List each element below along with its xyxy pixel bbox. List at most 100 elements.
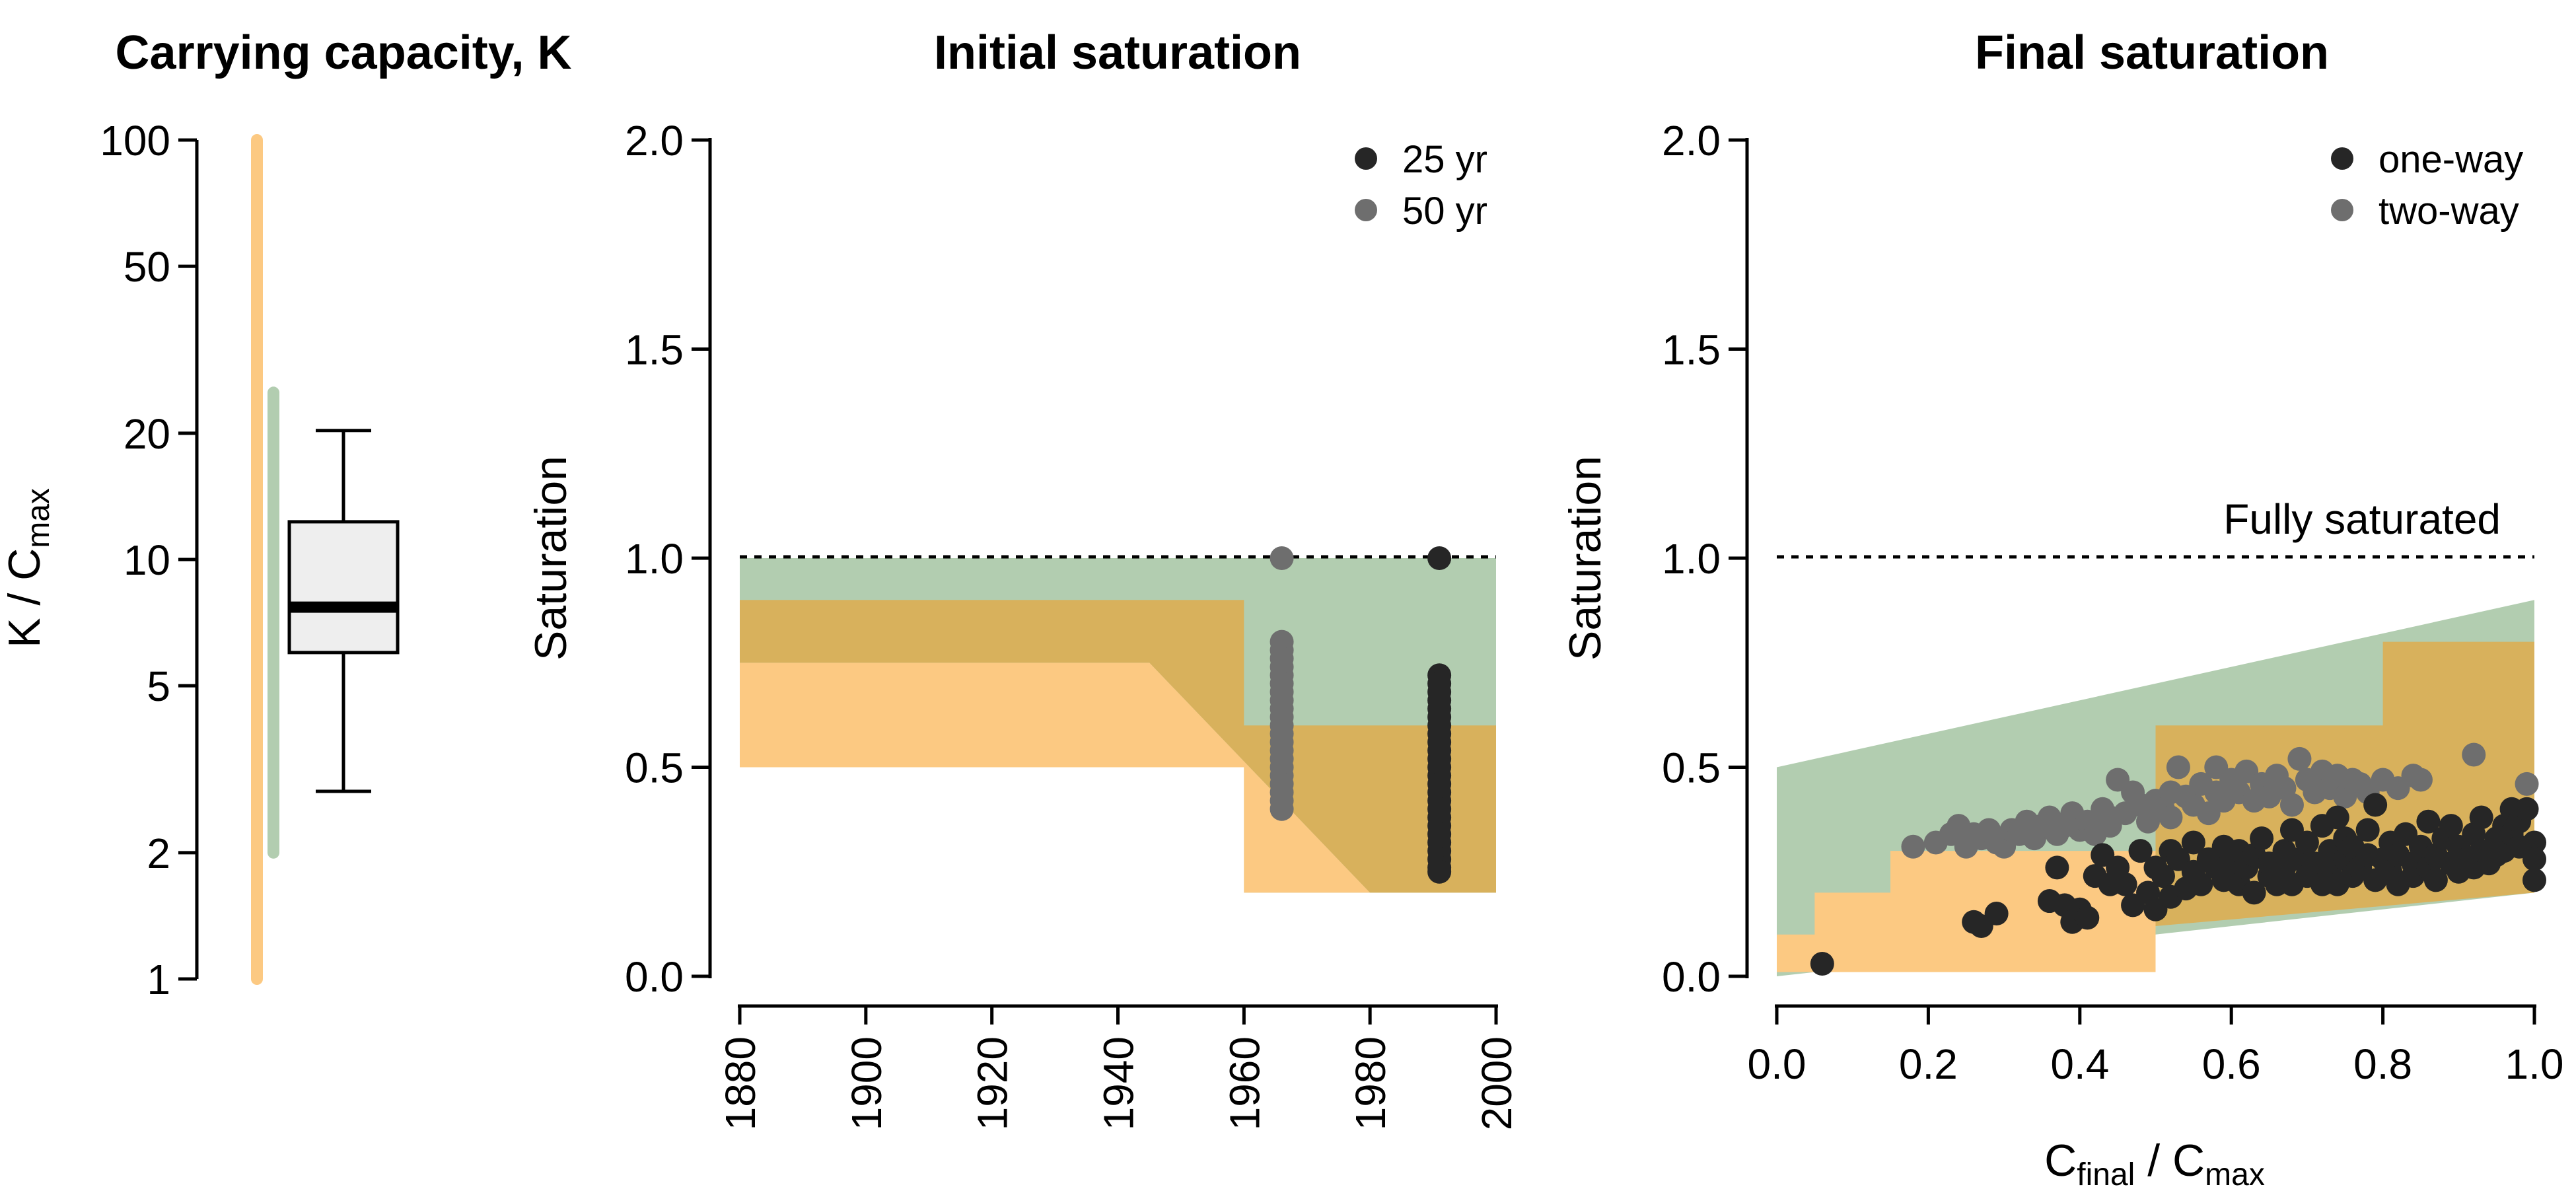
initial-ytick-label-1.0: 1.0 [625, 535, 684, 583]
legend-label-one-way: one-way [2379, 138, 2523, 181]
capacity-ytick-label-20: 20 [124, 410, 170, 458]
final-point-one-way-77 [2423, 868, 2448, 892]
final-point-two-way-51 [2287, 746, 2312, 771]
final-point-one-way-26 [2181, 830, 2205, 855]
final-xtick-label-0.2: 0.2 [1899, 1040, 1958, 1088]
fully-saturated-annotation: Fully saturated [2223, 495, 2501, 543]
capacity-ylabel: K / Cmax [0, 488, 56, 648]
final-point-one-way-0 [1810, 952, 1834, 976]
final-ytick-label-1.5: 1.5 [1662, 326, 1721, 374]
final-point-one-way-62 [2355, 818, 2380, 842]
capacity-ylabel-sub: max [21, 488, 56, 548]
final-point-two-way-0 [1901, 834, 1925, 859]
initial-ytick-label-0.5: 0.5 [625, 744, 684, 792]
final-point-two-way-64 [2408, 768, 2433, 792]
initial-xtick-label-1920: 1920 [969, 1036, 1017, 1130]
capacity-ytick-label-2: 2 [147, 830, 170, 877]
final-point-two-way-65 [2462, 742, 2486, 767]
initial-xtick-label-1880: 1880 [717, 1036, 764, 1130]
final-xtick-label-0.6: 0.6 [2202, 1040, 2261, 1088]
final-ytick-label-0.0: 0.0 [1662, 953, 1721, 1001]
final-ytick-label-1.0: 1.0 [1662, 535, 1721, 583]
initial-axes: 0.0 0.5 1.0 1.5 2.0 1880 1900 1920 1940 1960 1980 2… [625, 117, 1521, 1130]
legend-marker-50yr [1355, 199, 1377, 221]
final-region-orange-1 [1777, 851, 2156, 972]
initial-ylabel: Saturation [526, 456, 576, 661]
legend-marker-two-way [2331, 199, 2353, 221]
final-point-one-way-99 [2522, 847, 2546, 871]
final-point-two-way-66 [2515, 772, 2539, 796]
initial-ytick-label-0.0: 0.0 [625, 953, 684, 1001]
final-panel: Final saturation Fully saturated 0.0 0.5 1… [1560, 26, 2563, 1189]
final-point-one-way-5 [2045, 855, 2069, 880]
capacity-plot-marks [251, 134, 400, 985]
final-point-one-way-75 [2416, 809, 2441, 834]
final-point-one-way-38 [2250, 826, 2274, 851]
capacity-panel: Carrying capacity, K 1 2 5 10 20 50 100 K / Cm… [0, 26, 571, 1003]
final-point-one-way-64 [2363, 793, 2388, 817]
final-axes: 0.0 0.5 1.0 1.5 2.0 0.0 0.2 0.4 0.6 0.8 1.0 [1662, 117, 2563, 1088]
initial-xtick-label-1940: 1940 [1095, 1036, 1143, 1130]
final-point-one-way-9 [2075, 906, 2100, 930]
final-point-one-way-80 [2439, 814, 2463, 838]
final-point-two-way-33 [2159, 805, 2183, 830]
initial-point-50yr-21 [1270, 797, 1294, 821]
initial-region-orange-1 [740, 663, 1371, 893]
initial-point-25yr-0 [1427, 546, 1452, 570]
capacity-ytick-label-5: 5 [147, 663, 170, 710]
initial-point-25yr-25 [1427, 859, 1452, 884]
capacity-y-axis: 1 2 5 10 20 50 100 [100, 117, 199, 1003]
final-xtick-label-0.0: 0.0 [1748, 1040, 1807, 1088]
capacity-ytick-label-50: 50 [124, 243, 170, 291]
initial-shaded-regions [740, 558, 1496, 893]
final-point-two-way-34 [2166, 755, 2190, 779]
final-title: Final saturation [1975, 26, 2329, 79]
final-points [1810, 742, 2546, 976]
legend-marker-one-way [2331, 147, 2353, 170]
final-xlabel-b-sub: max [2205, 1157, 2265, 1189]
legend-label-25yr: 25 yr [1402, 138, 1487, 181]
final-point-one-way-48 [2295, 830, 2319, 855]
initial-title: Initial saturation [934, 26, 1301, 79]
final-xtick-label-0.8: 0.8 [2353, 1040, 2412, 1088]
final-point-one-way-36 [2242, 881, 2266, 905]
initial-legend: 25 yr 50 yr [1355, 138, 1487, 233]
final-point-one-way-3 [1984, 902, 2009, 926]
final-point-one-way-14 [2113, 872, 2137, 896]
final-ytick-label-2.0: 2.0 [1662, 117, 1721, 164]
final-point-one-way-27 [2189, 872, 2213, 896]
initial-ytick-label-2.0: 2.0 [625, 117, 684, 164]
initial-xtick-label-1960: 1960 [1221, 1036, 1268, 1130]
final-legend: one-way two-way [2331, 138, 2523, 233]
capacity-ytick-label-100: 100 [100, 117, 170, 164]
final-xlabel-b: / C [2135, 1135, 2205, 1186]
initial-point-50yr-0 [1270, 546, 1294, 570]
legend-label-two-way: two-way [2379, 190, 2519, 233]
final-ytick-label-0.5: 0.5 [1662, 744, 1721, 792]
initial-panel: Initial saturation 0.0 0.5 1.0 1.5 2.0 1880 19… [526, 26, 1521, 1130]
final-point-one-way-20 [2151, 864, 2175, 888]
final-point-one-way-16 [2128, 839, 2153, 863]
final-point-one-way-98 [2522, 830, 2546, 855]
capacity-ylabel-main: K / C [0, 548, 50, 648]
initial-points [1270, 546, 1452, 884]
final-xtick-label-1.0: 1.0 [2505, 1040, 2564, 1088]
final-xlabel: Cfinal / Cmax [2044, 1135, 2265, 1189]
final-point-two-way-50 [2279, 793, 2304, 817]
final-xlabel-a: C [2044, 1135, 2077, 1186]
initial-ytick-label-1.5: 1.5 [625, 326, 684, 374]
final-xlabel-a-sub: final [2077, 1157, 2135, 1189]
initial-xtick-label-1900: 1900 [843, 1036, 890, 1130]
capacity-ytick-label-10: 10 [124, 536, 170, 584]
legend-label-50yr: 50 yr [1402, 190, 1487, 233]
initial-xtick-label-2000: 2000 [1473, 1036, 1521, 1130]
final-point-one-way-97 [2515, 797, 2539, 821]
initial-region-gold-2 [740, 600, 1496, 893]
final-ylabel: Saturation [1560, 456, 1610, 661]
capacity-ytick-label-1: 1 [147, 956, 170, 1003]
svg-text:K / Cmax: K / Cmax [0, 488, 56, 648]
box-iqr [287, 520, 400, 655]
legend-marker-25yr [1355, 147, 1377, 170]
capacity-title: Carrying capacity, K [116, 26, 572, 79]
